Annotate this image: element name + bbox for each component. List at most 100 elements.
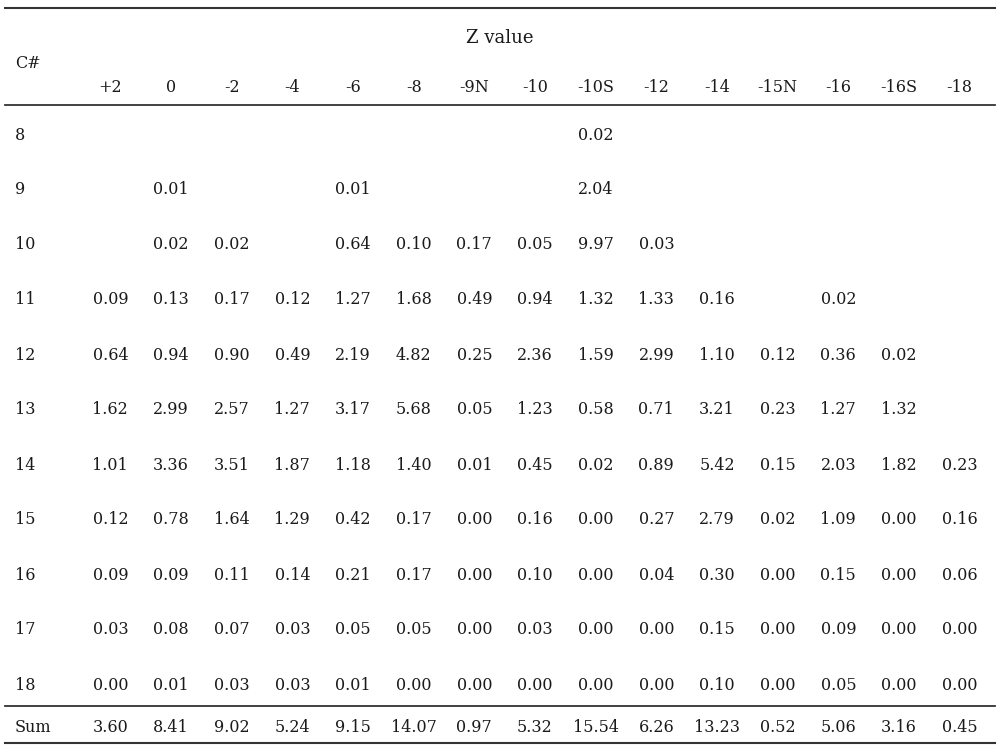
Text: 1.33: 1.33 bbox=[638, 291, 674, 309]
Text: 0.00: 0.00 bbox=[93, 677, 128, 693]
Text: 0.10: 0.10 bbox=[517, 566, 553, 584]
Text: 3.36: 3.36 bbox=[153, 457, 189, 473]
Text: 0.01: 0.01 bbox=[335, 182, 371, 198]
Text: 0.05: 0.05 bbox=[517, 237, 553, 254]
Text: 4.82: 4.82 bbox=[396, 346, 431, 363]
Text: 0.01: 0.01 bbox=[153, 182, 189, 198]
Text: 0.45: 0.45 bbox=[942, 719, 977, 735]
Text: 3.51: 3.51 bbox=[214, 457, 250, 473]
Text: 0.00: 0.00 bbox=[578, 622, 613, 638]
Text: 0.00: 0.00 bbox=[881, 622, 917, 638]
Text: 1.29: 1.29 bbox=[274, 511, 310, 529]
Text: 0.00: 0.00 bbox=[942, 622, 977, 638]
Text: 0.00: 0.00 bbox=[881, 511, 917, 529]
Text: 17: 17 bbox=[15, 622, 36, 638]
Text: 1.82: 1.82 bbox=[881, 457, 917, 473]
Text: 2.79: 2.79 bbox=[699, 511, 735, 529]
Text: 1.27: 1.27 bbox=[820, 402, 856, 418]
Text: 0.05: 0.05 bbox=[821, 677, 856, 693]
Text: 0.49: 0.49 bbox=[275, 346, 310, 363]
Text: 0.00: 0.00 bbox=[639, 622, 674, 638]
Text: 0.00: 0.00 bbox=[578, 677, 613, 693]
Text: 5.24: 5.24 bbox=[275, 719, 310, 735]
Text: 1.64: 1.64 bbox=[214, 511, 250, 529]
Text: 0.00: 0.00 bbox=[760, 677, 795, 693]
Text: 0.09: 0.09 bbox=[153, 566, 189, 584]
Text: 2.19: 2.19 bbox=[335, 346, 371, 363]
Text: 0.02: 0.02 bbox=[214, 237, 249, 254]
Text: 15: 15 bbox=[15, 511, 36, 529]
Text: 1.32: 1.32 bbox=[578, 291, 614, 309]
Text: 1.32: 1.32 bbox=[881, 402, 917, 418]
Text: 3.21: 3.21 bbox=[699, 402, 735, 418]
Text: 5.42: 5.42 bbox=[699, 457, 735, 473]
Text: 2.03: 2.03 bbox=[821, 457, 856, 473]
Text: 0.16: 0.16 bbox=[517, 511, 553, 529]
Text: 10: 10 bbox=[15, 237, 35, 254]
Text: 5.06: 5.06 bbox=[820, 719, 856, 735]
Text: 0.30: 0.30 bbox=[699, 566, 735, 584]
Text: 0.16: 0.16 bbox=[699, 291, 735, 309]
Text: 0.12: 0.12 bbox=[275, 291, 310, 309]
Text: 0.03: 0.03 bbox=[214, 677, 249, 693]
Text: 1.09: 1.09 bbox=[820, 511, 856, 529]
Text: -6: -6 bbox=[345, 80, 361, 96]
Text: 0.23: 0.23 bbox=[760, 402, 795, 418]
Text: 0.00: 0.00 bbox=[639, 677, 674, 693]
Text: Sum: Sum bbox=[15, 719, 52, 735]
Text: 0.00: 0.00 bbox=[396, 677, 431, 693]
Text: -18: -18 bbox=[947, 80, 973, 96]
Text: 0.94: 0.94 bbox=[517, 291, 553, 309]
Text: 0.36: 0.36 bbox=[820, 346, 856, 363]
Text: -16S: -16S bbox=[881, 80, 918, 96]
Text: 0.02: 0.02 bbox=[578, 457, 613, 473]
Text: 0.07: 0.07 bbox=[214, 622, 249, 638]
Text: 1.01: 1.01 bbox=[92, 457, 128, 473]
Text: 14: 14 bbox=[15, 457, 35, 473]
Text: 0.03: 0.03 bbox=[93, 622, 128, 638]
Text: 1.18: 1.18 bbox=[335, 457, 371, 473]
Text: 9.97: 9.97 bbox=[578, 237, 614, 254]
Text: 3.60: 3.60 bbox=[92, 719, 128, 735]
Text: 2.36: 2.36 bbox=[517, 346, 553, 363]
Text: 13: 13 bbox=[15, 402, 36, 418]
Text: Z value: Z value bbox=[466, 29, 534, 47]
Text: 0.04: 0.04 bbox=[639, 566, 674, 584]
Text: 0.02: 0.02 bbox=[153, 237, 189, 254]
Text: 0.49: 0.49 bbox=[457, 291, 492, 309]
Text: 0.00: 0.00 bbox=[457, 566, 492, 584]
Text: 0.71: 0.71 bbox=[638, 402, 674, 418]
Text: 0.14: 0.14 bbox=[275, 566, 310, 584]
Text: 0.00: 0.00 bbox=[578, 511, 613, 529]
Text: 0.90: 0.90 bbox=[214, 346, 249, 363]
Text: -10S: -10S bbox=[577, 80, 614, 96]
Text: 0.58: 0.58 bbox=[578, 402, 614, 418]
Text: 1.27: 1.27 bbox=[335, 291, 371, 309]
Text: 9.15: 9.15 bbox=[335, 719, 371, 735]
Text: 0.78: 0.78 bbox=[153, 511, 189, 529]
Text: 1.59: 1.59 bbox=[578, 346, 614, 363]
Text: -4: -4 bbox=[285, 80, 300, 96]
Text: -12: -12 bbox=[643, 80, 669, 96]
Text: 2.57: 2.57 bbox=[214, 402, 250, 418]
Text: 12: 12 bbox=[15, 346, 35, 363]
Text: -15N: -15N bbox=[758, 80, 798, 96]
Text: 0.52: 0.52 bbox=[760, 719, 795, 735]
Text: 0.15: 0.15 bbox=[760, 457, 796, 473]
Text: 0.00: 0.00 bbox=[881, 566, 917, 584]
Text: 0.01: 0.01 bbox=[335, 677, 371, 693]
Text: 0.11: 0.11 bbox=[214, 566, 250, 584]
Text: 0.17: 0.17 bbox=[456, 237, 492, 254]
Text: 0.10: 0.10 bbox=[396, 237, 431, 254]
Text: 0.05: 0.05 bbox=[335, 622, 371, 638]
Text: 0.12: 0.12 bbox=[93, 511, 128, 529]
Text: 0.97: 0.97 bbox=[456, 719, 492, 735]
Text: 0.00: 0.00 bbox=[457, 511, 492, 529]
Text: C#: C# bbox=[15, 55, 41, 71]
Text: 9: 9 bbox=[15, 182, 25, 198]
Text: 9.02: 9.02 bbox=[214, 719, 249, 735]
Text: 0.03: 0.03 bbox=[275, 622, 310, 638]
Text: 6.26: 6.26 bbox=[638, 719, 674, 735]
Text: 0.00: 0.00 bbox=[457, 622, 492, 638]
Text: 0.89: 0.89 bbox=[638, 457, 674, 473]
